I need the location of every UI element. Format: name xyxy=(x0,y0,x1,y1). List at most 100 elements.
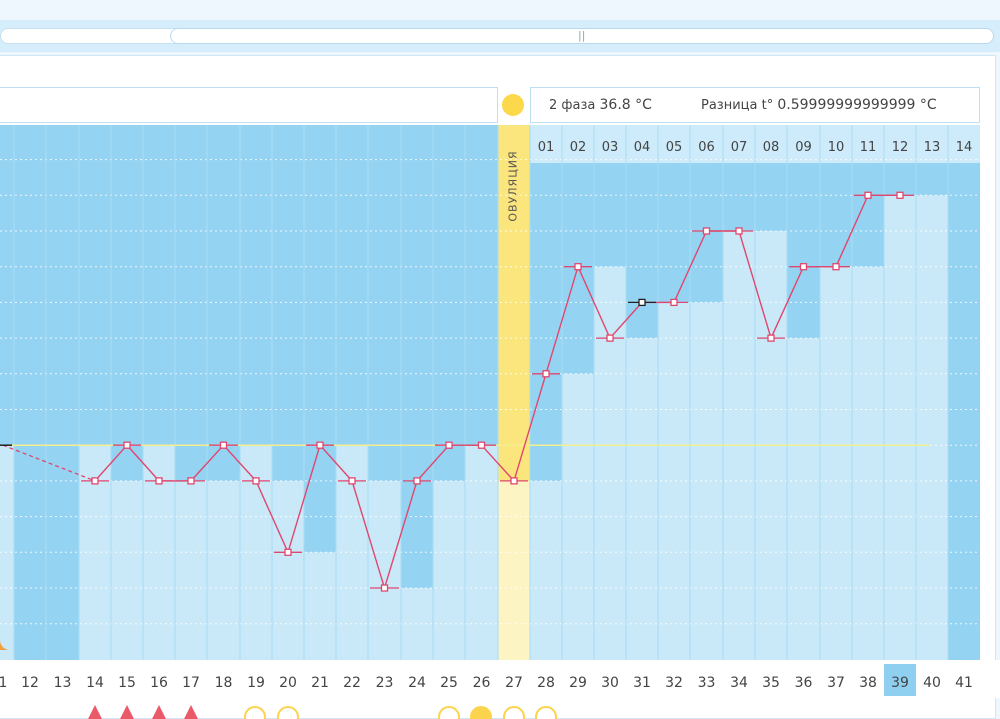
x-tick-label: 31 xyxy=(633,675,651,691)
x-tick-label: 16 xyxy=(150,675,168,691)
x-tick-label: 28 xyxy=(537,675,555,691)
temperature-bar xyxy=(658,302,690,660)
diff-label: Разница t° xyxy=(701,98,774,113)
current-day-highlight xyxy=(884,664,916,696)
x-tick-label: 13 xyxy=(54,675,72,691)
x-tick-label: 32 xyxy=(665,675,683,691)
temperature-bar xyxy=(884,195,916,661)
temperature-point xyxy=(187,477,195,485)
phase2-temp: 36.8 °C xyxy=(599,97,652,113)
bleeding-marker xyxy=(184,705,198,719)
temperature-bar xyxy=(626,338,658,660)
temperature-point xyxy=(542,370,550,378)
ovulation-label-text: ОВУЛЯЦИЯ xyxy=(506,150,520,222)
x-tick-label: 1 xyxy=(0,675,7,691)
x-tick-label: 36 xyxy=(795,675,813,691)
temperature-bar xyxy=(368,480,401,660)
x-tick-label: 22 xyxy=(343,675,361,691)
x-tick-label: 24 xyxy=(408,675,426,691)
temperature-point xyxy=(670,298,678,307)
x-tick-label: 34 xyxy=(730,675,748,691)
temperature-point xyxy=(316,441,324,449)
temperature-point xyxy=(284,548,292,556)
x-tick-label: 41 xyxy=(955,675,973,691)
temperature-point xyxy=(638,298,646,307)
x-tick-label: 14 xyxy=(86,675,104,691)
x-axis-strip xyxy=(0,660,1000,698)
temperature-bar xyxy=(0,445,14,660)
temperature-bar xyxy=(820,266,852,660)
moon-icon xyxy=(0,640,10,650)
phase2-day-label: 08 xyxy=(763,140,780,155)
phase2-day-label: 12 xyxy=(892,140,909,155)
phase2-header: 2 фаза 36.8 °C Разница t° 0.599999999999… xyxy=(530,87,980,123)
bleeding-marker xyxy=(88,705,102,719)
sign-marker xyxy=(244,706,266,719)
x-tick-label: 19 xyxy=(247,675,265,691)
diff-value: 0.59999999999999 °C xyxy=(777,97,937,113)
phase2-day-label: 14 xyxy=(956,140,973,155)
sign-marker xyxy=(277,706,299,719)
phase2-day-label: 11 xyxy=(860,140,877,155)
sign-marker xyxy=(503,706,525,719)
x-tick-label: 23 xyxy=(376,675,394,691)
temperature-bar xyxy=(916,195,948,661)
phase2-day-label: 07 xyxy=(731,140,748,155)
phase2-day-label: 04 xyxy=(634,140,651,155)
temperature-point xyxy=(735,227,743,235)
temperature-bar xyxy=(111,480,143,660)
ovulation-label: ОВУЛЯЦИЯ xyxy=(503,136,523,236)
x-tick-label: 12 xyxy=(21,675,39,691)
temperature-bar xyxy=(530,480,562,660)
temperature-bar xyxy=(594,266,626,660)
temperature-point xyxy=(606,334,614,342)
sun-icon xyxy=(502,94,524,116)
x-tick-label: 15 xyxy=(118,675,136,691)
bleeding-marker xyxy=(152,705,166,719)
phase2-day-label: 05 xyxy=(666,140,683,155)
gap-dashed-line xyxy=(2,444,96,482)
temperature-point xyxy=(252,477,260,485)
sign-marker xyxy=(438,706,460,719)
temperature-point xyxy=(510,477,518,485)
x-tick-label: 37 xyxy=(827,675,845,691)
temperature-point xyxy=(896,191,904,199)
phase1-header xyxy=(0,87,498,123)
phase2-day-label: 10 xyxy=(828,140,845,155)
phase2-day-label: 02 xyxy=(570,140,587,155)
temperature-point xyxy=(445,441,453,449)
x-tick-label: 27 xyxy=(505,675,523,691)
temperature-point xyxy=(702,227,711,235)
phase2-day-label: 06 xyxy=(698,140,715,155)
temperature-bar xyxy=(175,480,207,660)
x-tick-label: 17 xyxy=(182,675,200,691)
phase2-label: 2 фаза xyxy=(549,98,596,113)
x-tick-label: 29 xyxy=(569,675,587,691)
sign-marker xyxy=(470,706,492,719)
temperature-point xyxy=(767,334,775,342)
phase2-day-label: 13 xyxy=(924,140,941,155)
phase2-day-label: 03 xyxy=(602,140,619,155)
x-tick-label: 39 xyxy=(891,675,909,691)
scrollbar-grip-icon[interactable]: || xyxy=(578,29,586,42)
temperature-point xyxy=(91,477,99,485)
phase2-day-label: 01 xyxy=(538,140,555,155)
temperature-bar xyxy=(787,338,820,660)
temperature-bar xyxy=(433,480,465,660)
scrollbar-thumb[interactable] xyxy=(170,28,994,44)
x-tick-label: 20 xyxy=(279,675,297,691)
temperature-line xyxy=(94,194,900,591)
x-tick-label: 18 xyxy=(215,675,233,691)
temperature-point xyxy=(864,191,872,199)
temperature-point xyxy=(477,441,486,449)
bleeding-marker xyxy=(120,705,134,719)
x-tick-label: 35 xyxy=(762,675,780,691)
temperature-point xyxy=(380,584,389,592)
sign-marker xyxy=(535,706,557,719)
temperature-bar xyxy=(562,373,594,660)
temperature-point xyxy=(219,441,228,449)
temperature-point xyxy=(348,477,356,485)
x-tick-label: 30 xyxy=(601,675,619,691)
temperature-bar xyxy=(852,266,884,660)
